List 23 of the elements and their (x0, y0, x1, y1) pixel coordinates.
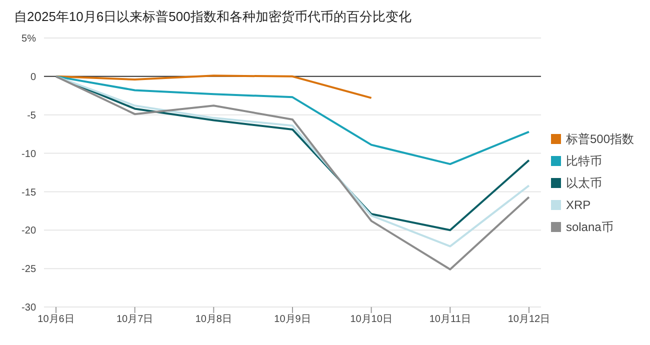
y-tick-label: -10 (22, 148, 36, 160)
x-tick-label: 10月6日 (38, 314, 74, 326)
legend-label: solana币 (566, 218, 614, 236)
x-tick-label: 10月9日 (274, 314, 311, 326)
y-tick-label: -20 (22, 226, 36, 237)
line-series (55, 75, 530, 166)
y-tick-label: -15 (22, 187, 36, 198)
y-tick-label: 5% (22, 34, 36, 45)
y-tick-label: 0 (30, 72, 36, 83)
x-tick-label: 10月10日 (350, 314, 392, 326)
y-tick-label: -30 (22, 302, 36, 314)
legend-label: 标普500指数 (566, 130, 634, 148)
chart-title: 自2025年10月6日以来标普500指数和各种加密货币代币的百分比变化 (14, 8, 412, 26)
y-tick-label: -5 (27, 110, 36, 122)
legend-label: XRP (566, 196, 591, 214)
x-tick-label: 10月12日 (508, 314, 550, 326)
legend-label: 以太币 (566, 174, 602, 192)
x-tick-label: 10月11日 (429, 314, 471, 326)
legend-label: 比特币 (566, 152, 602, 170)
x-tick-label: 10月8日 (195, 314, 232, 326)
y-tick-label: -25 (22, 264, 36, 276)
line-series (55, 74, 372, 99)
x-tick-label: 10月7日 (116, 314, 154, 326)
